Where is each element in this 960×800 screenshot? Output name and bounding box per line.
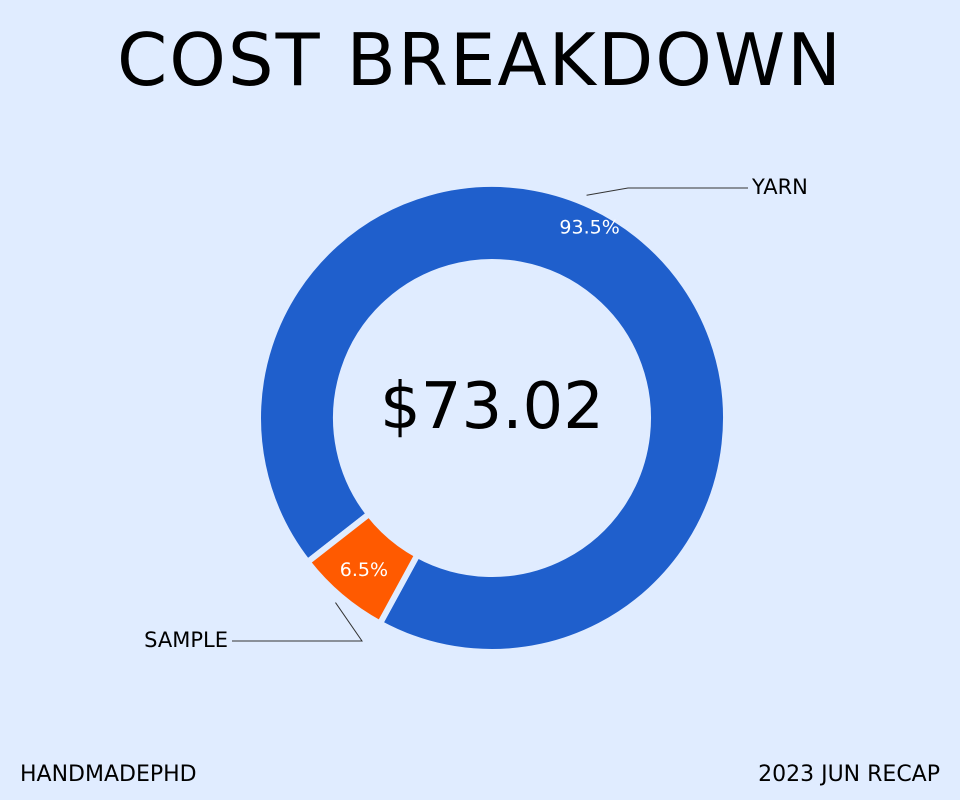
slice-sample bbox=[303, 509, 422, 628]
slices-group: 93.5% 6.5% bbox=[255, 181, 729, 655]
center-total-label: $73.02 bbox=[380, 370, 604, 444]
chart-title: COST BREAKDOWN bbox=[116, 18, 844, 102]
slice-category-label-yarn: YARN bbox=[751, 175, 808, 199]
slice-yarn bbox=[255, 181, 729, 655]
slice-percent-sample: 6.5% bbox=[340, 559, 388, 581]
leader-lines-group: YARN SAMPLE bbox=[144, 175, 808, 652]
footer-period: 2023 JUN RECAP bbox=[758, 762, 940, 787]
slice-percent-yarn: 93.5% bbox=[559, 216, 619, 238]
slice-category-label-sample: SAMPLE bbox=[144, 628, 228, 652]
leader-line-sample bbox=[232, 602, 363, 642]
leader-line-yarn bbox=[586, 187, 748, 196]
footer-author: HANDMADEPHD bbox=[20, 762, 197, 787]
